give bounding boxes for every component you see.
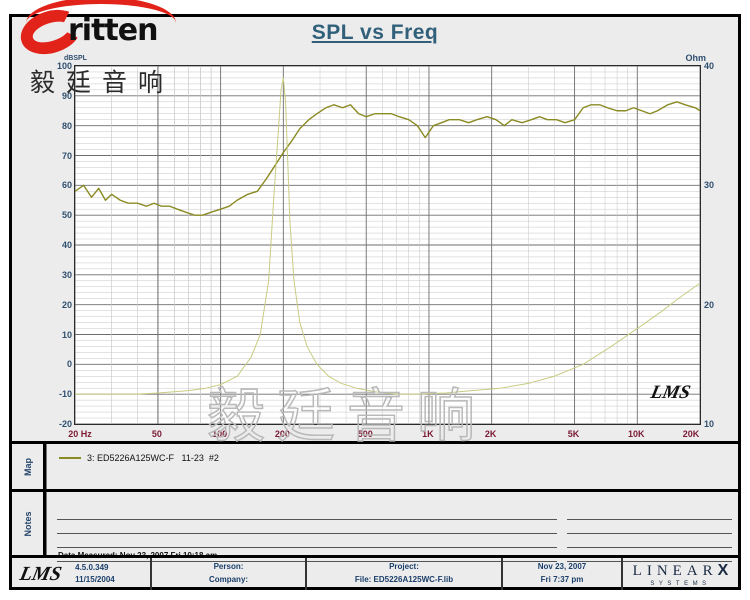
notes-body: Data Measured: Nov 23, 2007 Fri 10:18 am	[46, 492, 738, 562]
lms-logo: LMS	[17, 562, 64, 585]
chart-area: dBSPL Ohm 100 90 80 70 60 50 40 30 20 10 0 -10 -20 4…	[12, 51, 738, 441]
version-info: 4.5.0.349 11/15/2004	[75, 562, 115, 586]
legend-line-icon	[59, 457, 81, 459]
map-panel: Map 3: ED5226A125WC-F 11-23 #2	[12, 441, 738, 489]
y2-tick-20: 20	[704, 299, 715, 310]
x-tick-500: 500	[357, 429, 373, 439]
footer-project-cell: Project: File: ED5226A125WC-F.lib	[307, 558, 503, 590]
report-header: ritten SPL vs Freq	[12, 0, 738, 62]
x-tick-50: 50	[151, 429, 162, 439]
map-body: 3: ED5226A125WC-F 11-23 #2	[46, 444, 738, 489]
plot-canvas[interactable]: LMS	[74, 65, 701, 425]
linearx-name: LINEAR	[632, 562, 718, 579]
linearx-logo: LINEAR X SYSTEMS	[623, 558, 738, 590]
notes-label-text: Notes	[22, 510, 33, 537]
version-number: 4.5.0.349	[75, 563, 109, 572]
y-tick-30: 30	[61, 269, 72, 280]
notes-line-2-seg-left	[57, 520, 557, 534]
lms-watermark: LMS	[648, 382, 693, 403]
y-tick-80: 80	[61, 120, 72, 131]
report-frame: ritten SPL vs Freq dBSPL Ohm 100 90 80 70 60…	[9, 0, 741, 590]
version-date: 11/15/2004	[75, 575, 115, 584]
y2-tick-10: 10	[704, 419, 715, 429]
y-axis-right-ticks: 40 30 20 10	[704, 61, 748, 429]
notes-line-4-seg-right	[566, 548, 732, 562]
map-side-label: Map	[12, 444, 46, 489]
y2-tick-30: 30	[704, 180, 715, 191]
x-tick-5000: 5K	[567, 429, 580, 439]
company-label: Company:	[208, 575, 249, 584]
notes-side-label: Notes	[12, 492, 46, 555]
notes-line-3-seg-left	[57, 534, 557, 548]
notes-line-1-seg-right	[566, 506, 732, 520]
notes-panel: Notes Data	[12, 489, 738, 562]
notes-line-2[interactable]	[57, 520, 732, 534]
y-tick-50: 50	[61, 210, 72, 221]
notes-lines[interactable]: Data Measured: Nov 23, 2007 Fri 10:18 am	[57, 498, 732, 562]
person-label: Person:	[213, 562, 244, 572]
notes-line-2-seg-right	[566, 520, 732, 534]
notes-line-3-seg-right	[566, 534, 732, 548]
footer-person-cell: Person: Company:	[152, 558, 307, 590]
linearx-systems: SYSTEMS	[650, 580, 711, 587]
y-axis-unit-left: dBSPL	[64, 55, 87, 62]
notes-line-1-seg-left	[57, 506, 557, 520]
y2-tick-40: 40	[704, 61, 715, 71]
x-tick-1000: 1K	[422, 429, 434, 439]
y-axis-left-ticks: 100 90 80 70 60 50 40 30 20 10 0 -10 -20	[32, 61, 72, 429]
x-tick-20: 20 Hz	[68, 429, 92, 439]
y-tick-70: 70	[61, 150, 72, 161]
footer-date-cell: Nov 23, 2007 Fri 7:37 pm	[503, 558, 623, 590]
file-label: File: ED5226A125WC-F.lib	[354, 575, 454, 584]
map-label-text: Map	[22, 457, 33, 476]
y-axis-unit-right: Ohm	[685, 53, 706, 63]
legend-label: 3: ED5226A125WC-F 11-23 #2	[87, 453, 219, 463]
y-tick-60: 60	[61, 180, 72, 191]
x-tick-10000: 10K	[628, 429, 645, 439]
report-footer: LMS 4.5.0.349 11/15/2004 Person: Company…	[12, 555, 738, 590]
project-label: Project:	[389, 562, 419, 572]
y-tick-90: 90	[61, 90, 72, 101]
eritten-logo: ritten	[15, 0, 200, 62]
legend-item[interactable]: 3: ED5226A125WC-F 11-23 #2	[59, 453, 219, 463]
y-tick-20: 20	[61, 299, 72, 310]
footer-lms-cell: LMS 4.5.0.349 11/15/2004	[12, 558, 152, 590]
logo-swoosh-icon	[26, 0, 176, 23]
x-tick-2000: 2K	[484, 429, 497, 439]
notes-line-1[interactable]	[57, 506, 732, 520]
chinese-watermark-small: 毅廷音响	[30, 68, 175, 97]
page-title: SPL vs Freq	[311, 21, 439, 44]
linearx-x: X	[717, 561, 729, 579]
x-tick-20000: 20K	[682, 429, 700, 439]
y-tick-100: 100	[56, 61, 72, 71]
y-tick-10: 10	[61, 329, 72, 340]
y-tick-0: 0	[66, 359, 72, 370]
x-tick-200: 200	[274, 429, 290, 439]
notes-line-3[interactable]	[57, 534, 732, 548]
footer-time: Fri 7:37 pm	[540, 575, 584, 584]
x-axis-ticks: 20 Hz 50 100 200 500 1K 2K 5K 10K 20K	[68, 429, 701, 445]
y-tick--20: -20	[58, 419, 72, 429]
y-tick--10: -10	[58, 389, 72, 400]
x-tick-100: 100	[212, 429, 228, 439]
y-tick-40: 40	[61, 240, 72, 250]
logo-text: ritten	[68, 13, 158, 48]
footer-date: Nov 23, 2007	[537, 562, 587, 572]
